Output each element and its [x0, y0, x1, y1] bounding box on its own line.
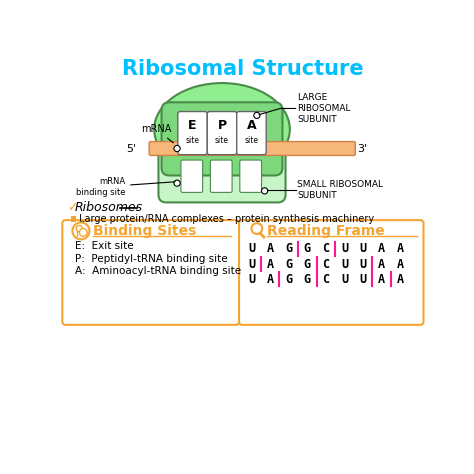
- Text: site: site: [245, 136, 258, 145]
- Text: A: A: [246, 119, 256, 132]
- Text: LARGE
RIBOSOMAL
SUBUNIT: LARGE RIBOSOMAL SUBUNIT: [297, 93, 351, 124]
- FancyBboxPatch shape: [181, 160, 202, 192]
- Text: A: A: [397, 273, 404, 286]
- Circle shape: [76, 226, 82, 232]
- Ellipse shape: [154, 83, 290, 175]
- Circle shape: [254, 112, 260, 118]
- Circle shape: [73, 222, 90, 239]
- Text: A: A: [397, 257, 404, 271]
- FancyBboxPatch shape: [178, 111, 207, 155]
- FancyBboxPatch shape: [240, 160, 262, 192]
- Text: U: U: [359, 257, 366, 271]
- Text: Ribosomal Structure: Ribosomal Structure: [122, 59, 364, 79]
- Text: A: A: [397, 242, 404, 255]
- Text: P:  Peptidyl-tRNA binding site: P: Peptidyl-tRNA binding site: [75, 254, 228, 264]
- Text: mRNA: mRNA: [141, 124, 173, 143]
- Bar: [71, 216, 76, 222]
- Text: Large protein/RNA complexes – protein synthesis machinery: Large protein/RNA complexes – protein sy…: [80, 214, 374, 224]
- Text: A: A: [378, 257, 385, 271]
- Circle shape: [174, 146, 180, 152]
- FancyBboxPatch shape: [210, 160, 232, 192]
- Text: C: C: [322, 242, 329, 255]
- Circle shape: [262, 188, 268, 194]
- Text: site: site: [185, 136, 200, 145]
- Text: G: G: [285, 242, 292, 255]
- Text: G: G: [304, 242, 311, 255]
- FancyBboxPatch shape: [162, 102, 283, 175]
- Circle shape: [174, 180, 180, 186]
- Text: Ribosomes: Ribosomes: [75, 201, 143, 214]
- Text: A: A: [266, 273, 273, 286]
- Text: G: G: [304, 273, 311, 286]
- Text: Binding Sites: Binding Sites: [93, 224, 197, 238]
- Text: G: G: [285, 273, 292, 286]
- Text: G: G: [304, 257, 311, 271]
- Text: A: A: [266, 257, 273, 271]
- Text: 3': 3': [357, 144, 368, 154]
- Text: site: site: [215, 136, 229, 145]
- Text: U: U: [341, 257, 348, 271]
- Circle shape: [251, 223, 262, 234]
- Text: U: U: [341, 273, 348, 286]
- Text: U: U: [341, 242, 348, 255]
- FancyBboxPatch shape: [149, 142, 356, 155]
- Text: U: U: [248, 273, 255, 286]
- Text: U: U: [359, 242, 366, 255]
- Circle shape: [80, 228, 87, 237]
- FancyBboxPatch shape: [237, 111, 266, 155]
- Text: A: A: [266, 242, 273, 255]
- Text: E: E: [188, 119, 197, 132]
- Text: P: P: [218, 119, 227, 132]
- Text: SMALL RIBOSOMAL
SUBUNIT: SMALL RIBOSOMAL SUBUNIT: [297, 180, 383, 200]
- FancyBboxPatch shape: [207, 111, 237, 155]
- Text: U: U: [248, 242, 255, 255]
- FancyBboxPatch shape: [63, 220, 239, 325]
- Text: A:  Aminoacyl-tRNA binding site: A: Aminoacyl-tRNA binding site: [75, 266, 241, 276]
- Text: C: C: [322, 273, 329, 286]
- Text: Reading Frame: Reading Frame: [267, 224, 385, 238]
- Text: C: C: [322, 257, 329, 271]
- FancyBboxPatch shape: [158, 147, 285, 202]
- Text: ✓: ✓: [67, 201, 78, 214]
- Text: A: A: [378, 273, 385, 286]
- FancyBboxPatch shape: [239, 220, 423, 325]
- Text: A: A: [378, 242, 385, 255]
- Text: mRNA
binding site: mRNA binding site: [76, 177, 175, 197]
- Text: 5': 5': [127, 144, 137, 154]
- Text: U: U: [359, 273, 366, 286]
- Text: U: U: [248, 257, 255, 271]
- Text: E:  Exit site: E: Exit site: [75, 241, 133, 251]
- Text: G: G: [285, 257, 292, 271]
